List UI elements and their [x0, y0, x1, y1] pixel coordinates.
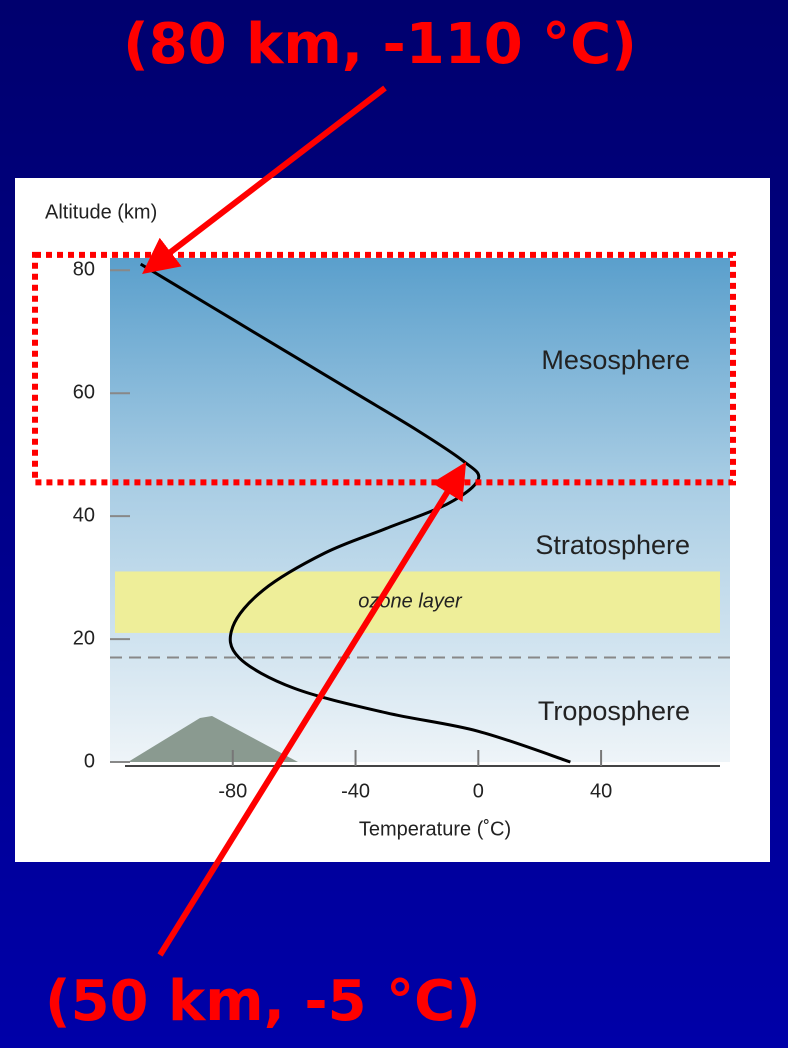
y-tick-label: 80: [73, 259, 95, 281]
x-tick-label: -40: [341, 780, 370, 802]
annotation-arrow: [142, 85, 387, 274]
layer-label: Mesosphere: [541, 345, 690, 375]
x-tick-label: 0: [473, 780, 484, 802]
x-axis-label: Temperature (˚C): [359, 818, 511, 840]
annotation: (50 km, -5 °C): [45, 969, 481, 1034]
annotation: (80 km, -110 °C): [123, 12, 637, 77]
x-tick-label: 40: [590, 780, 612, 802]
temperature-curve: [139, 262, 571, 764]
y-tick-label: 40: [73, 504, 95, 526]
x-tick-label: -80: [218, 780, 247, 802]
ozone-band: [115, 571, 720, 633]
y-tick-label: 20: [73, 627, 95, 649]
layer-label: Stratosphere: [535, 530, 690, 560]
y-tick-label: 0: [84, 750, 95, 772]
mountain: [128, 716, 298, 762]
layer-label: Troposphere: [538, 696, 690, 726]
y-tick-label: 60: [73, 382, 95, 404]
y-axis-label: Altitude (km): [45, 201, 157, 223]
plot: [110, 258, 730, 767]
annotation-arrow: [157, 461, 467, 957]
sky: [110, 258, 730, 762]
